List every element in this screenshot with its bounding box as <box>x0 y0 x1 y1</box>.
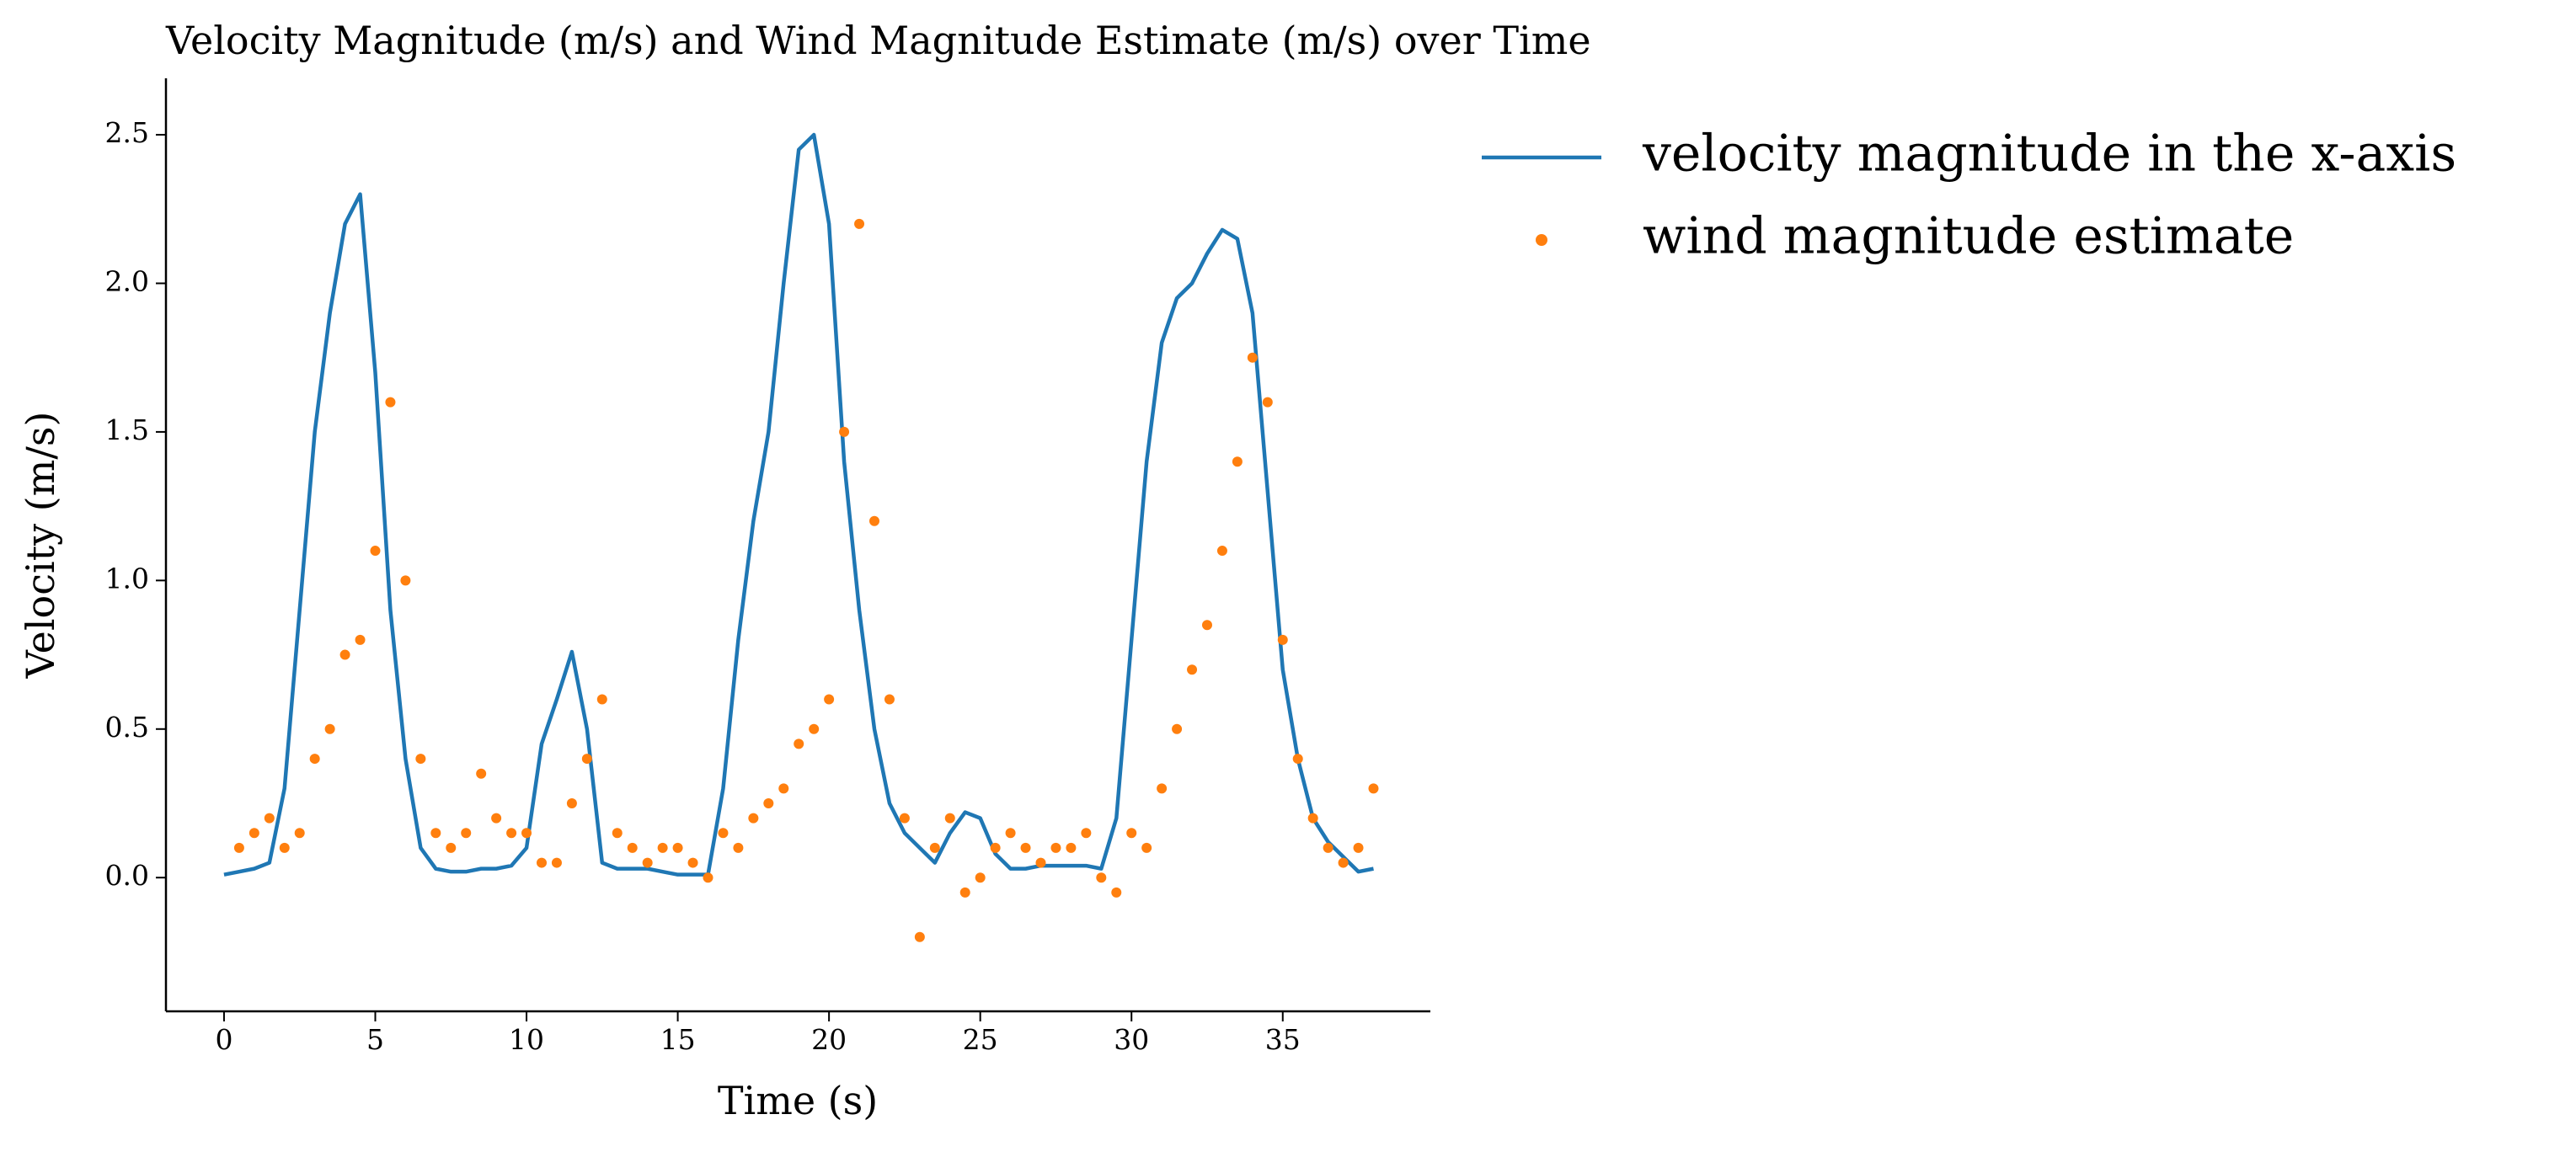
series-point <box>1096 872 1107 883</box>
series-point <box>279 842 290 853</box>
series-point <box>1020 842 1031 853</box>
y-tick-label: 1.5 <box>105 413 149 446</box>
series-point <box>959 887 970 898</box>
x-tick-label: 15 <box>660 1023 696 1056</box>
y-tick-label: 0.0 <box>105 859 149 892</box>
series-point <box>1292 754 1303 765</box>
chart-title: Velocity Magnitude (m/s) and Wind Magnit… <box>165 18 1591 63</box>
series-point <box>990 842 1001 853</box>
series-point <box>415 754 426 765</box>
series-point <box>718 828 729 839</box>
series-point <box>1201 620 1212 631</box>
series-point <box>1172 723 1183 734</box>
series-point <box>294 828 305 839</box>
series-point <box>324 723 335 734</box>
series-point <box>627 842 638 853</box>
series-point <box>249 828 259 839</box>
series-point <box>1157 783 1168 794</box>
series-point <box>1338 857 1349 868</box>
series-point <box>309 754 320 765</box>
series-point <box>642 857 653 868</box>
y-tick-label: 2.5 <box>105 116 149 149</box>
series-point <box>430 828 441 839</box>
series-point <box>506 828 517 839</box>
series-line <box>223 132 1374 877</box>
series-point <box>1187 664 1198 675</box>
series-point <box>1035 857 1046 868</box>
series-point <box>929 842 940 853</box>
y-tick-label: 1.0 <box>105 562 149 594</box>
series-point <box>794 738 804 749</box>
series-point <box>446 842 457 853</box>
x-tick-label: 35 <box>1265 1023 1301 1056</box>
series-point <box>763 797 774 808</box>
series-point <box>1247 352 1258 363</box>
y-tick-label: 0.5 <box>105 711 149 744</box>
series-point <box>264 813 275 824</box>
series-point <box>868 515 879 526</box>
legend-label: velocity magnitude in the x-axis <box>1642 125 2456 184</box>
series-point <box>839 426 850 437</box>
series-point <box>1066 842 1077 853</box>
x-tick-label: 10 <box>509 1023 544 1056</box>
series-point <box>703 872 713 883</box>
series-point <box>233 842 244 853</box>
y-axis-label: Velocity (m/s) <box>18 412 63 680</box>
x-tick-label: 20 <box>811 1023 847 1056</box>
series-point <box>884 694 895 705</box>
series-point <box>536 857 547 868</box>
x-tick-label: 5 <box>366 1023 384 1056</box>
series-point <box>521 828 532 839</box>
series-point <box>596 694 607 705</box>
series-point <box>733 842 744 853</box>
x-tick-label: 30 <box>1114 1023 1149 1056</box>
series-point <box>809 723 820 734</box>
series-point <box>914 931 925 942</box>
series-point <box>1005 828 1016 839</box>
series-point <box>899 813 910 824</box>
series-point <box>854 218 865 229</box>
series-point <box>476 768 487 779</box>
series-point <box>1126 828 1137 839</box>
series-point <box>1141 842 1152 853</box>
series-point <box>1353 842 1364 853</box>
series-point <box>491 813 502 824</box>
legend-marker <box>1536 234 1547 246</box>
series-point <box>975 872 986 883</box>
series-point <box>1216 546 1227 557</box>
series-point <box>370 546 381 557</box>
series-point <box>1232 456 1243 467</box>
series-point <box>944 813 955 824</box>
series-point <box>687 857 698 868</box>
series-point <box>778 783 789 794</box>
series-point <box>1323 842 1333 853</box>
series-point <box>461 828 472 839</box>
series-point <box>339 649 350 660</box>
series-point <box>1111 887 1122 898</box>
series-point <box>385 397 396 408</box>
x-tick-label: 25 <box>963 1023 998 1056</box>
series-point <box>1368 783 1379 794</box>
series-point <box>657 842 668 853</box>
series-point <box>1262 397 1273 408</box>
y-tick-label: 2.0 <box>105 264 149 297</box>
series-point <box>824 694 835 705</box>
x-tick-label: 0 <box>215 1023 232 1056</box>
series-point <box>566 797 577 808</box>
series-point <box>672 842 683 853</box>
series-point <box>1050 842 1061 853</box>
series-point <box>400 575 411 586</box>
x-axis-label: Time (s) <box>718 1078 878 1123</box>
series-point <box>1277 634 1288 645</box>
series-point <box>1307 813 1318 824</box>
series-point <box>581 754 592 765</box>
series-point <box>355 634 366 645</box>
legend-label: wind magnitude estimate <box>1643 207 2294 266</box>
series-point <box>612 828 623 839</box>
series-point <box>748 813 759 824</box>
series-point <box>1081 828 1092 839</box>
series-point <box>551 857 562 868</box>
